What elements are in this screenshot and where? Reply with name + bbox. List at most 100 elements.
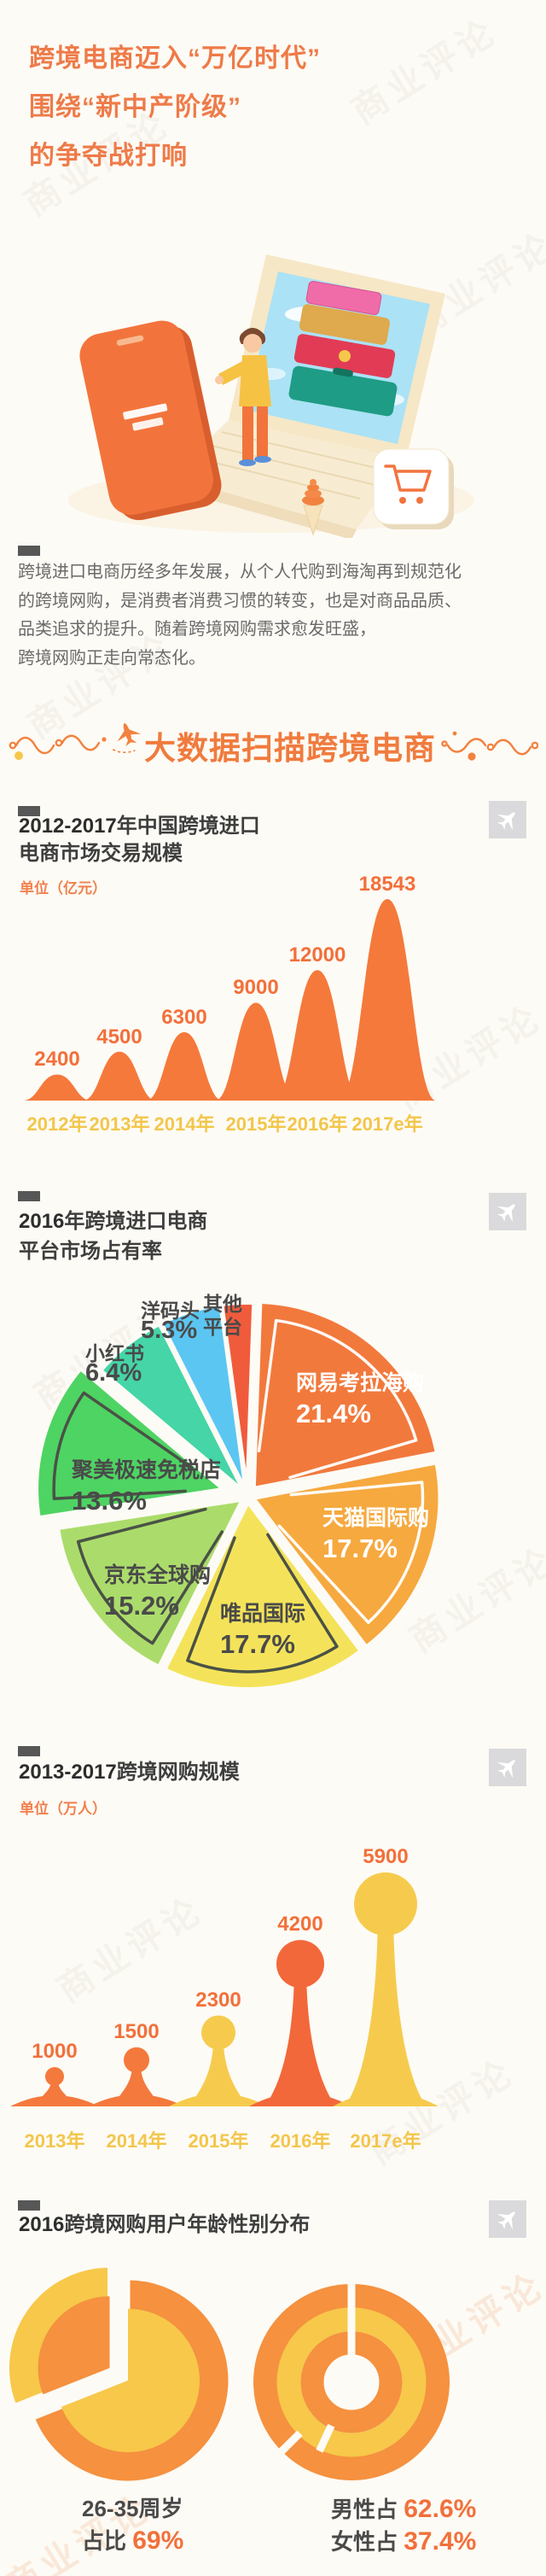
banner-title: 大数据扫描跨境电商 xyxy=(144,731,436,766)
laptop-illustration xyxy=(164,254,445,538)
age-gender-donuts xyxy=(0,2258,546,2506)
value-label: 18543 xyxy=(358,873,416,896)
chart1-title-line2: 电商市场交易规模 xyxy=(19,842,183,865)
section-bullet xyxy=(18,1191,40,1201)
airplane-badge xyxy=(489,801,526,838)
cart-icon xyxy=(373,448,454,529)
chart4-title: 2016跨境网购用户年龄性别分布 xyxy=(19,2211,310,2239)
chart1-title-rest: 年中国跨境进口 xyxy=(116,815,260,838)
age-caption-prefix: 占比 xyxy=(82,2528,127,2554)
banner-flourish-right-icon xyxy=(441,731,538,761)
airplane-icon xyxy=(497,1204,515,1223)
airplane-icon xyxy=(497,1760,515,1779)
pie-slice-value: 5.3% xyxy=(141,1317,198,1344)
pie-slice-label: 小红书 xyxy=(85,1342,144,1364)
chart2-title-rest: 年跨境进口电商 xyxy=(64,1210,208,1233)
pie-slice-label: 其他平台 xyxy=(203,1293,242,1338)
chart3-title: 2013-2017跨境网购规模 xyxy=(19,1759,240,1786)
male-label: 男性占 xyxy=(331,2497,398,2522)
pie-slice-label: 洋码头 xyxy=(141,1300,200,1322)
axis-label: 2013年 xyxy=(89,1113,150,1135)
pie-slice-value: 15.2% xyxy=(104,1591,179,1621)
axis-label: 2014年 xyxy=(106,2130,167,2152)
value-label: 1000 xyxy=(32,2040,78,2063)
chart2-title: 2016年跨境进口电商 平台市场占有率 xyxy=(19,1206,207,1266)
chart3-title-strong: 2013-2017 xyxy=(19,1761,117,1784)
icecream-icon xyxy=(302,479,324,536)
age-label: 26-35周岁 xyxy=(82,2496,183,2521)
chart2-title-line2: 平台市场占有率 xyxy=(19,1240,162,1263)
airplane-icon xyxy=(497,812,515,831)
chart3-title-rest: 跨境网购规模 xyxy=(116,1761,240,1784)
intro-line: 品类追求的提升。随着跨境网购需求愈发旺盛， xyxy=(18,620,376,639)
airplane-badge xyxy=(489,1749,526,1786)
intro-line: 的跨境网购，是消费者消费习惯的转变，也是对商品品质、 xyxy=(18,591,462,610)
chart4-title-strong: 2016 xyxy=(19,2213,65,2236)
intro-line: 跨境进口电商历经多年发展，从个人代购到海淘再到规范化 xyxy=(18,563,462,581)
pie-slice-value: 17.7% xyxy=(322,1533,398,1563)
suitcase-stack xyxy=(288,281,398,417)
value-label: 4500 xyxy=(96,1025,142,1049)
page-title: 跨境电商迈入“万亿时代” 围绕“新中产阶级” 的争夺战打响 xyxy=(29,34,321,180)
chart1-title: 2012-2017年中国跨境进口 电商市场交易规模 xyxy=(19,813,260,867)
section-banner: 大数据扫描跨境电商 xyxy=(0,709,546,782)
page-title-line: 围绕“新中产阶级” xyxy=(29,93,241,121)
pie-slice-value: 21.4% xyxy=(296,1399,371,1428)
banner-plane-icon xyxy=(112,723,142,754)
mountain-area-series xyxy=(23,899,436,1101)
value-label: 9000 xyxy=(233,976,279,1000)
watermark: 商业评论 xyxy=(344,10,505,131)
axis-label: 2016年 xyxy=(287,1113,348,1135)
age-caption: 26-35周岁 占比 69% xyxy=(82,2493,183,2557)
female-value: 37.4% xyxy=(404,2527,477,2556)
value-label: 5900 xyxy=(363,1845,409,1868)
gender-caption: 男性占 62.6% 女性占 37.4% xyxy=(331,2493,476,2558)
intro-line: 跨境网购正走向常态化。 xyxy=(18,648,206,668)
page-title-line: 的争夺战打响 xyxy=(29,142,188,170)
chart2-title-strong: 2016 xyxy=(19,1210,65,1233)
axis-label: 2015年 xyxy=(188,2130,249,2152)
pie-slice-label: 网易考拉海购 xyxy=(296,1371,425,1395)
pie-slice-value: 6.4% xyxy=(85,1359,142,1387)
chart1-title-strong: 2012-2017 xyxy=(19,815,117,838)
market-share-pie-chart: 网易考拉海购 21.4% 天猫国际购 17.7% 唯品国际 17.7% 京东全球购 15.2%… xyxy=(0,1264,546,1729)
value-label: 2300 xyxy=(195,1988,241,2012)
axis-label: 2016年 xyxy=(270,2130,331,2152)
section-bullet xyxy=(18,1746,40,1756)
axis-label: 2012年 xyxy=(26,1113,88,1135)
trade-scale-chart: 2400 2012年 4500 2013年 6300 2014年 9000 2015年 1200… xyxy=(0,873,546,1135)
value-label: 1500 xyxy=(113,2019,160,2043)
hero-illustration xyxy=(68,254,474,538)
phone-illustration xyxy=(79,320,222,521)
pie-slice-value: 17.7% xyxy=(220,1629,295,1659)
pie-slice-label: 唯品国际 xyxy=(220,1602,306,1626)
female-label: 女性占 xyxy=(331,2529,398,2555)
axis-label: 2014年 xyxy=(154,1113,215,1135)
droplet-series xyxy=(10,1872,439,2106)
section-bullet xyxy=(18,806,40,816)
axis-label: 2017e年 xyxy=(351,1113,423,1135)
airplane-badge xyxy=(489,2200,526,2238)
value-label: 6300 xyxy=(161,1005,207,1029)
pie-slice-label: 聚美极速免税店 xyxy=(72,1458,222,1482)
pie-slice-label: 天猫国际购 xyxy=(322,1506,430,1530)
shopper-scale-chart: 1000 2013年 1500 2014年 2300 2015年 4200 2016年 5900… xyxy=(0,1845,546,2152)
chart1-unit-label: 单位（亿元） xyxy=(20,880,107,897)
airplane-badge xyxy=(489,1193,526,1230)
value-label: 2400 xyxy=(34,1048,80,1072)
intro-paragraph: 跨境进口电商历经多年发展，从个人代购到海淘再到规范化 的跨境网购，是消费者消费习… xyxy=(18,558,523,673)
chart4-title-rest: 跨境网购用户年龄性别分布 xyxy=(64,2213,311,2236)
axis-label: 2013年 xyxy=(24,2130,85,2152)
age-value: 69% xyxy=(132,2526,184,2555)
axis-label: 2015年 xyxy=(225,1113,287,1135)
pie-slice-value: 13.6% xyxy=(72,1486,147,1516)
section-bullet xyxy=(18,546,40,556)
banner-flourish-left-icon xyxy=(9,734,107,760)
value-label: 12000 xyxy=(288,943,346,967)
chart3-unit-label: 单位（万人） xyxy=(20,1801,107,1817)
section-bullet xyxy=(18,2200,40,2211)
pie-slices xyxy=(35,1300,442,1691)
male-value: 62.6% xyxy=(404,2495,477,2523)
pie-slice-label: 京东全球购 xyxy=(104,1563,212,1587)
